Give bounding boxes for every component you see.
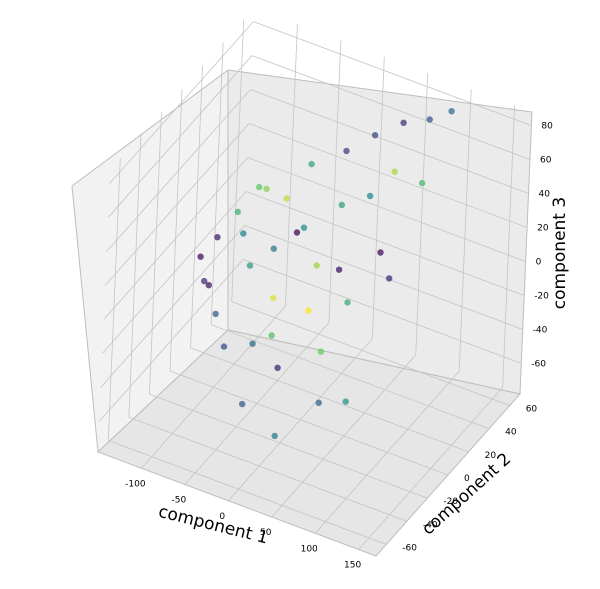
scatter-point — [338, 201, 345, 209]
grid-lines — [99, 19, 532, 550]
z-grid-line-back — [247, 157, 526, 262]
z-grid-line-back — [253, 21, 532, 126]
scatter-point — [344, 299, 351, 306]
scatter-point — [268, 332, 275, 339]
z-grid-line-back — [248, 123, 528, 228]
scatter-point — [271, 432, 278, 440]
y-tick-label: -20 — [443, 497, 458, 507]
scatter-point — [305, 307, 312, 314]
z-grid-line-side — [107, 55, 253, 218]
scatter-point — [426, 116, 433, 123]
scatter-point — [315, 399, 322, 406]
z-grid-line-side — [100, 225, 246, 388]
scatter-point — [343, 147, 350, 155]
scatter-point — [335, 266, 343, 273]
y-tick-label: -60 — [402, 543, 417, 553]
z-tick-label: 20 — [537, 224, 549, 234]
x-tick-label: -50 — [172, 496, 187, 506]
scatter-point — [400, 119, 407, 127]
scatter-point — [234, 208, 241, 215]
z-tick-label: 0 — [536, 258, 542, 268]
x-grid-line-back — [285, 24, 298, 307]
scatter-point — [274, 364, 281, 371]
y-tick-label: 20 — [485, 451, 497, 461]
z-grid-line-back — [246, 191, 525, 296]
x-tick-label: 150 — [344, 561, 361, 571]
z-tick-label: 60 — [540, 156, 552, 166]
scatter-point — [269, 294, 277, 302]
y-tick-label: -40 — [423, 520, 438, 530]
x-grid-line-back — [328, 40, 342, 323]
x-grid-line-back — [371, 56, 385, 339]
z-grid-line-side — [99, 259, 244, 422]
scatter-point — [214, 234, 221, 241]
y-tick-label: 40 — [505, 428, 517, 438]
z-grid-line-back — [250, 89, 529, 194]
scatter-point — [239, 400, 246, 408]
z-axis-label: component 3 — [550, 197, 570, 309]
scatter-point — [205, 282, 212, 289]
scatter-point — [308, 160, 315, 168]
y-grid-line-floor — [231, 301, 510, 406]
x-tick-label: -100 — [125, 479, 146, 489]
scatter-point — [313, 262, 320, 269]
z-tick-label: -40 — [533, 325, 548, 335]
z-grid-line-back — [251, 55, 531, 160]
scatter-point — [371, 132, 379, 139]
scatter-point — [366, 192, 374, 200]
y-grid-line-floor — [190, 347, 469, 453]
y-grid-line-floor — [169, 370, 449, 476]
tick-labels: -100 -50 0 50 100 150 -60 -40 -20 0 20 40 60 -60 -40 -2… — [125, 122, 553, 571]
scatter-point — [263, 185, 270, 192]
y-grid-line-floor — [108, 440, 387, 545]
scatter-point — [246, 262, 254, 269]
z-grid-line-side — [103, 157, 248, 320]
y-grid-line-floor — [149, 393, 428, 499]
z-tick-label: 80 — [541, 122, 553, 132]
scatter-point — [283, 195, 290, 202]
y-grid-line-floor — [128, 416, 407, 522]
x-grid-line-back — [415, 72, 429, 356]
y-grid-line-floor — [211, 324, 490, 430]
z-grid-line-side — [106, 89, 251, 252]
scatter-point — [293, 229, 301, 236]
scatter-point — [220, 343, 228, 350]
z-grid-line-back — [243, 259, 522, 364]
scatter-points — [197, 108, 455, 440]
axes-panes — [71, 69, 533, 557]
z-tick-label: 40 — [539, 190, 551, 200]
x-tick-label: 0 — [219, 512, 225, 522]
z-grid-line-side — [104, 123, 250, 286]
x-grid-line-back — [458, 89, 472, 372]
scatter-point — [249, 340, 256, 347]
floor-pane — [97, 329, 521, 557]
scatter-point — [212, 310, 219, 318]
scatter-point — [342, 398, 349, 405]
scatter-point — [386, 275, 393, 282]
scatter-point — [317, 348, 325, 355]
z-tick-label: -60 — [531, 359, 546, 369]
z-grid-line-side — [109, 21, 254, 184]
scatter-point — [240, 230, 247, 237]
scatter-point — [377, 249, 384, 256]
x-tick-label: 100 — [301, 544, 318, 554]
y-tick-label: 0 — [464, 474, 470, 484]
scatter-point — [418, 179, 426, 187]
z-grid-line-back — [244, 225, 523, 330]
scatter-point — [270, 245, 277, 252]
scatter-point — [300, 224, 308, 231]
z-tick-label: -20 — [534, 292, 549, 302]
scatter-point — [256, 183, 263, 191]
x-tick-label: 50 — [260, 528, 272, 538]
scatter-point — [448, 108, 455, 115]
z-grid-line-side — [101, 191, 247, 354]
y-tick-label: 60 — [526, 405, 538, 415]
x-grid-line-back — [502, 105, 516, 388]
scatter-point — [201, 277, 208, 285]
scatter-point — [391, 168, 398, 175]
scatter-point — [197, 253, 204, 260]
